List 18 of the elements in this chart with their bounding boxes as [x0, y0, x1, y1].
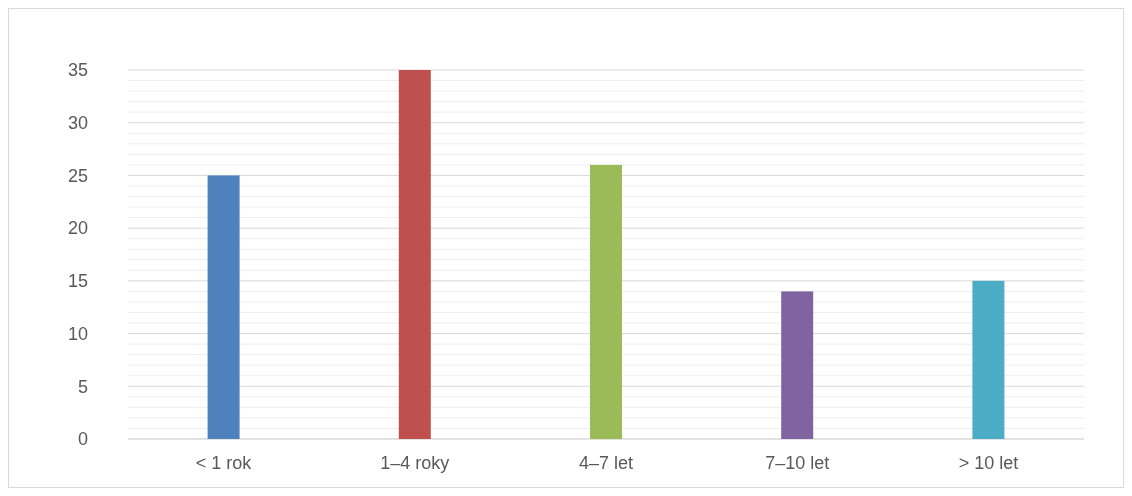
y-tick-label: 30	[67, 113, 88, 134]
x-tick-label: > 10 let	[958, 453, 1019, 473]
x-tick-label: < 1 rok	[195, 453, 253, 473]
y-tick-label: 35	[67, 60, 88, 81]
bar	[398, 70, 431, 439]
bar	[207, 175, 240, 439]
x-tick-label: 4–7 let	[578, 453, 634, 473]
y-tick-label: 15	[67, 271, 88, 292]
bar	[972, 280, 1005, 439]
y-tick-label: 20	[67, 218, 88, 239]
x-tick-label: 7–10 let	[765, 453, 830, 473]
y-tick-label: 5	[77, 376, 88, 397]
x-tick-label: 1–4 roky	[380, 453, 450, 473]
y-tick-label: 25	[67, 165, 88, 186]
bar	[590, 164, 622, 439]
bar	[781, 291, 814, 439]
y-tick-label: 10	[67, 323, 88, 344]
y-tick-label: 0	[77, 429, 88, 450]
